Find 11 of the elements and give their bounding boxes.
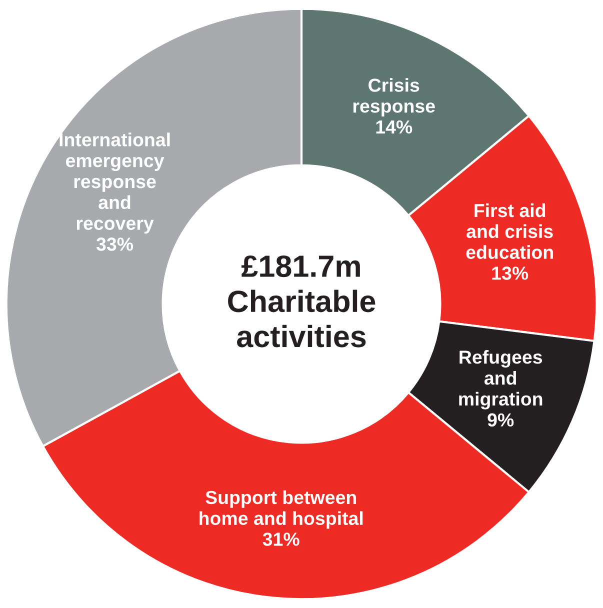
data-label: 13% (492, 266, 528, 280)
slice-label: Refugees and migration (459, 350, 542, 410)
data-label: 9% (488, 413, 514, 427)
data-label: 31% (262, 532, 300, 546)
slice-label: Crisis response (353, 78, 435, 116)
data-label: 14% (376, 120, 412, 134)
text: £181.7m Charitable activities (228, 255, 376, 348)
slice-label: International emergency response and recovery (60, 132, 170, 234)
data-label: 33% (96, 238, 134, 251)
slice-label: Support between home and hospital (200, 490, 363, 529)
slice-label: First aid and crisis education (466, 203, 553, 259)
